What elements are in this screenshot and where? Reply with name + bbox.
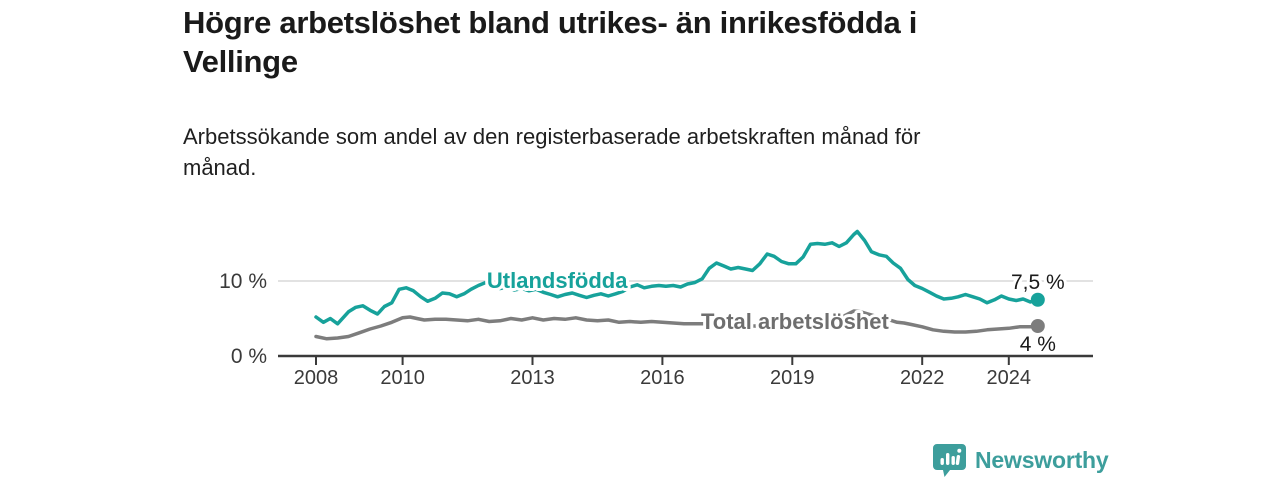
series-end-value-label-total-arbetsl-shet: 4 % xyxy=(1020,333,1056,356)
x-tick-label-2008: 2008 xyxy=(294,367,339,389)
series-end-dot-utlandsf-dda xyxy=(1030,292,1045,307)
series-label-total-arbetsl-shet: Total arbetslöshet xyxy=(701,309,890,334)
x-tick-label-2013: 2013 xyxy=(510,367,555,389)
newsworthy-logo-icon xyxy=(933,444,966,477)
series-line-utlandsf-dda xyxy=(314,229,1040,326)
logo-bar-chart-glyph xyxy=(940,448,962,465)
newsworthy-wordmark: Newsworthy xyxy=(975,447,1109,473)
x-tick-label-2024: 2024 xyxy=(987,367,1032,389)
chart-subtitle-line-1: Arbetssökande som andel av den registerb… xyxy=(183,124,921,149)
series-label-utlandsf-dda: Utlandsfödda xyxy=(487,268,628,293)
series-end-dot-total-arbetsl-shet xyxy=(1030,319,1045,333)
y-tick-label-10pct: 10 % xyxy=(219,270,267,293)
x-tick-label-2019: 2019 xyxy=(770,367,815,389)
y-tick-label-0pct: 0 % xyxy=(231,345,267,368)
x-tick-label-2010: 2010 xyxy=(380,367,425,389)
newsworthy-brand-link[interactable]: Newsworthy xyxy=(933,443,1109,478)
chart-subtitle-line-2: månad. xyxy=(183,155,257,180)
series-end-value-label-utlandsf-dda: 7,5 % xyxy=(1011,271,1065,294)
x-tick-label-2022: 2022 xyxy=(900,367,945,389)
page-title-line-2: Vellinge xyxy=(183,44,298,79)
x-tick-label-2016: 2016 xyxy=(640,367,685,389)
page-title: Högre arbetslöshet bland utrikes- än inr… xyxy=(183,3,1163,81)
chart-subtitle: Arbetssökande som andel av den registerb… xyxy=(183,121,1123,183)
series-line-total-arbetsl-shet xyxy=(314,309,1040,341)
page-title-line-1: Högre arbetslöshet bland utrikes- än inr… xyxy=(183,5,918,40)
